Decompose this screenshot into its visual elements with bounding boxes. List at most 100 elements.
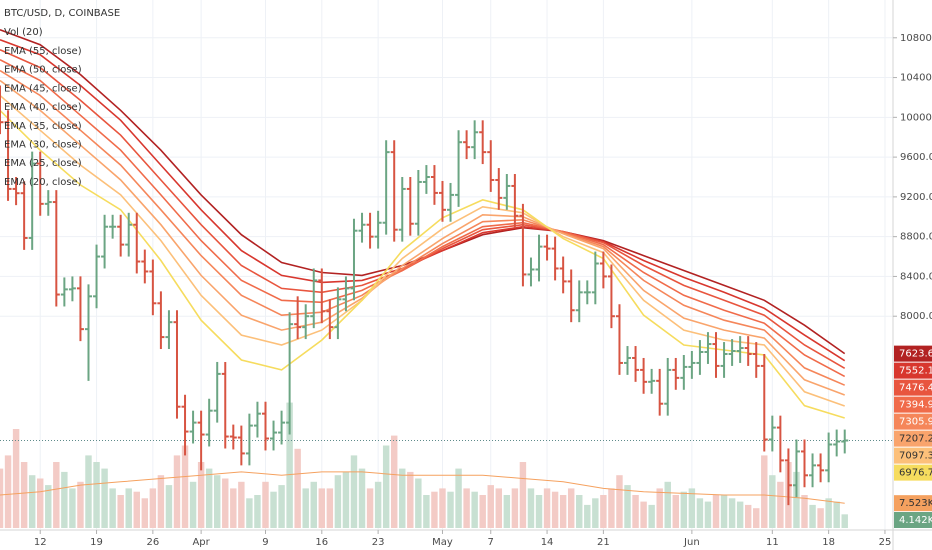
x-tick-label: 25 (879, 537, 892, 548)
volume-bar (358, 468, 366, 528)
volume-bar (294, 448, 301, 528)
y-tick-label: 9600.00 (900, 152, 932, 163)
volume-bar (230, 488, 237, 528)
price-label-box (894, 362, 932, 379)
volume-bar (567, 488, 575, 528)
legend-entry: EMA (25, close) (4, 158, 82, 169)
volume-bar (728, 498, 736, 528)
volume-bar (101, 468, 108, 528)
volume-bar (4, 455, 12, 528)
volume-bar (382, 445, 390, 528)
volume-bar (696, 498, 704, 528)
x-tick-label: Apr (192, 537, 210, 548)
volume-bar (109, 488, 116, 528)
volume-bar (664, 481, 671, 528)
price-label-box (894, 413, 932, 430)
volume-bar (117, 495, 124, 528)
volume-pane (0, 402, 848, 528)
volume-bar (439, 488, 446, 528)
volume-bar (278, 485, 285, 528)
volume-bar (165, 485, 173, 528)
x-tick-label: 23 (372, 537, 385, 548)
axes: 12 19 26 Apr 9 16 23 May 7 14 21 Jun 11 18 25 8000.00 84… (34, 33, 932, 548)
x-tick-label: 26 (146, 537, 159, 548)
volume-bar (632, 495, 639, 528)
volume-bar (173, 455, 181, 528)
price-bars (0, 85, 849, 506)
legend-entry: EMA (35, close) (4, 121, 82, 132)
price-label-box (894, 430, 932, 447)
ema-line (0, 109, 845, 419)
ema-line (0, 94, 845, 407)
volume-bar (793, 471, 800, 528)
x-tick-label: 19 (90, 537, 103, 548)
volume-bar (624, 485, 631, 528)
volume-bar (238, 481, 245, 528)
volume-bar (463, 488, 470, 528)
y-tick-label: 10000.00 (900, 112, 932, 123)
volume-bar (704, 501, 712, 528)
volume-bar (69, 488, 76, 528)
volume-bar (197, 462, 205, 528)
x-tick-label: 9 (262, 537, 268, 548)
y-tick-label: 10400.00 (900, 73, 932, 84)
volume-bar (648, 504, 655, 528)
ema-line (0, 79, 845, 396)
volume-bar (37, 478, 44, 528)
volume-bar (141, 498, 149, 528)
volume-bar (511, 488, 519, 528)
x-tick-label: 18 (822, 537, 835, 548)
volume-bar (777, 481, 784, 528)
volume-bar (133, 491, 140, 528)
volume-legend: Vol (20) (4, 27, 43, 38)
volume-bar (222, 478, 229, 528)
volume-bar (415, 478, 422, 528)
price-label-box (894, 345, 932, 362)
volume-bar (310, 481, 317, 528)
volume-bar (390, 435, 398, 528)
volume-bar (744, 504, 752, 528)
x-tick-label: 21 (597, 537, 610, 548)
volume-bar (559, 495, 567, 528)
x-tick-label: 7 (488, 537, 494, 548)
ema-line (0, 69, 846, 386)
y-tick-label: 9200.00 (900, 192, 932, 203)
volume-bar (28, 475, 36, 528)
volume-bar (125, 488, 132, 528)
volume-bar (20, 462, 28, 528)
volume-bar (399, 468, 406, 528)
volume-bar (825, 498, 832, 528)
volume-bar (350, 455, 358, 528)
volume-bar (551, 491, 559, 528)
volume-bar (246, 498, 253, 528)
legend-entry: EMA (45, close) (4, 83, 82, 94)
price-label: 7623.67 (899, 349, 932, 360)
volume-bar (688, 488, 696, 528)
y-tick-label: 8400.00 (900, 271, 932, 282)
price-label: 7207.22 (899, 434, 932, 445)
x-tick-label: 12 (34, 537, 47, 548)
ema-line (0, 48, 846, 369)
legend-entry: EMA (50, close) (4, 65, 82, 76)
volume-bar (672, 495, 680, 528)
volume-bar (817, 508, 824, 528)
volume-label: 4.142K (899, 515, 932, 526)
volume-label-box (894, 512, 932, 528)
volume-bar (503, 495, 511, 528)
volume-bar (487, 485, 494, 528)
price-label: 7552.18 (899, 366, 932, 377)
volume-bar (0, 468, 4, 528)
volume-bar (342, 471, 350, 528)
price-label-box (894, 379, 932, 396)
volume-label-box (894, 495, 932, 512)
volume-bar (149, 488, 157, 528)
volume-bar (736, 501, 744, 528)
volume-bar (656, 488, 663, 528)
volume-bar (302, 488, 309, 528)
y-tick-label: 8800.00 (900, 232, 932, 243)
volume-bar (519, 462, 527, 528)
volume-bar (769, 475, 776, 528)
legend-entry: EMA (30, close) (4, 140, 82, 151)
